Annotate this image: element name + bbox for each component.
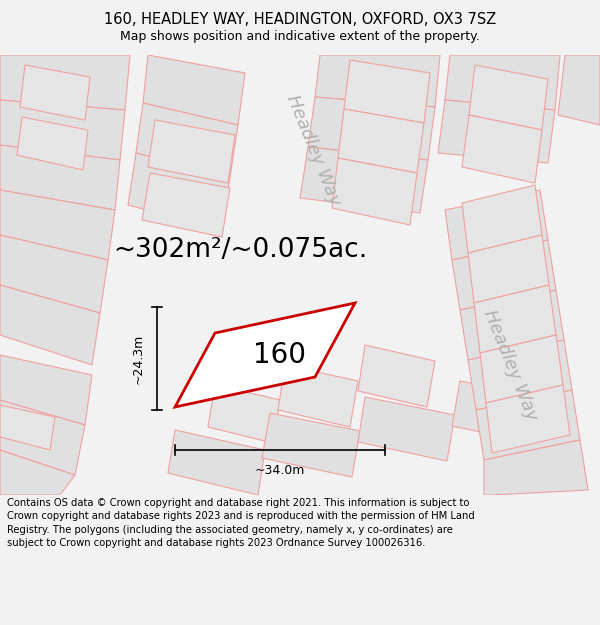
Polygon shape xyxy=(480,335,563,403)
Polygon shape xyxy=(0,190,115,260)
Text: 160: 160 xyxy=(254,341,307,369)
Text: ~302m²/~0.075ac.: ~302m²/~0.075ac. xyxy=(113,237,367,263)
Text: 160, HEADLEY WAY, HEADINGTON, OXFORD, OX3 7SZ: 160, HEADLEY WAY, HEADINGTON, OXFORD, OX… xyxy=(104,12,496,27)
Polygon shape xyxy=(452,240,556,310)
Polygon shape xyxy=(308,97,435,160)
Polygon shape xyxy=(0,400,85,475)
Polygon shape xyxy=(358,397,455,461)
Text: Headley Way: Headley Way xyxy=(479,307,541,423)
Polygon shape xyxy=(0,450,75,495)
Polygon shape xyxy=(0,100,125,160)
Text: Map shows position and indicative extent of the property.: Map shows position and indicative extent… xyxy=(120,30,480,43)
Polygon shape xyxy=(142,173,230,237)
Polygon shape xyxy=(128,153,230,230)
Polygon shape xyxy=(315,55,440,107)
Polygon shape xyxy=(344,60,430,123)
Polygon shape xyxy=(0,355,92,425)
Polygon shape xyxy=(476,390,580,460)
Polygon shape xyxy=(558,55,600,125)
Polygon shape xyxy=(469,65,548,130)
Polygon shape xyxy=(0,285,100,365)
Polygon shape xyxy=(332,158,417,225)
Polygon shape xyxy=(20,65,90,120)
Polygon shape xyxy=(143,55,245,125)
Polygon shape xyxy=(486,385,570,453)
Polygon shape xyxy=(452,381,550,445)
Polygon shape xyxy=(262,413,360,477)
Polygon shape xyxy=(168,430,265,495)
Polygon shape xyxy=(484,440,588,495)
Polygon shape xyxy=(17,117,88,170)
Polygon shape xyxy=(175,303,355,407)
Polygon shape xyxy=(468,235,549,303)
Polygon shape xyxy=(300,147,428,213)
Polygon shape xyxy=(474,285,556,353)
Polygon shape xyxy=(0,235,108,313)
Text: Contains OS data © Crown copyright and database right 2021. This information is : Contains OS data © Crown copyright and d… xyxy=(7,498,475,548)
Polygon shape xyxy=(278,365,358,427)
Polygon shape xyxy=(445,55,560,110)
Polygon shape xyxy=(0,55,130,110)
Polygon shape xyxy=(148,120,235,183)
Polygon shape xyxy=(136,103,238,177)
Polygon shape xyxy=(468,340,572,410)
Polygon shape xyxy=(358,345,435,407)
Polygon shape xyxy=(460,290,564,360)
Text: ~24.3m: ~24.3m xyxy=(132,333,145,384)
Polygon shape xyxy=(462,115,542,183)
Polygon shape xyxy=(462,185,542,253)
Polygon shape xyxy=(445,190,548,260)
Text: Headley Way: Headley Way xyxy=(283,92,343,208)
Text: ~34.0m: ~34.0m xyxy=(255,464,305,477)
Polygon shape xyxy=(438,100,555,163)
Polygon shape xyxy=(208,385,280,443)
Polygon shape xyxy=(338,109,424,173)
Polygon shape xyxy=(0,405,55,450)
Polygon shape xyxy=(0,145,120,210)
